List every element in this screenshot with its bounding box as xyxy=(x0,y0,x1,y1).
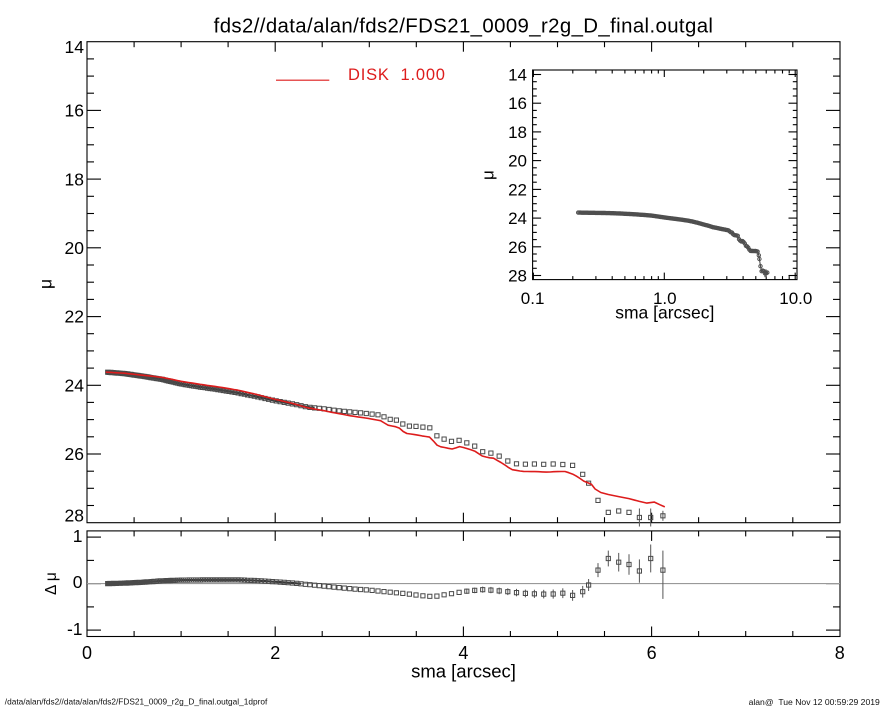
svg-text:6: 6 xyxy=(647,643,657,663)
svg-text:24: 24 xyxy=(65,375,85,395)
svg-text:22: 22 xyxy=(65,307,84,327)
svg-text:26: 26 xyxy=(65,444,84,464)
svg-text:1: 1 xyxy=(73,526,83,546)
svg-text:16: 16 xyxy=(65,101,84,121)
svg-text:16: 16 xyxy=(508,94,527,113)
svg-text:-1: -1 xyxy=(67,619,83,639)
svg-text:sma [arcsec]: sma [arcsec] xyxy=(615,303,714,323)
svg-text:14: 14 xyxy=(508,66,527,85)
svg-text:μ: μ xyxy=(36,279,56,289)
svg-text:μ: μ xyxy=(479,170,498,180)
svg-text:fds2//data/alan/fds2/FDS21_000: fds2//data/alan/fds2/FDS21_0009_r2g_D_fi… xyxy=(214,16,714,38)
svg-text:alan@ Tue Nov 12 00:59:29 201: alan@ Tue Nov 12 00:59:29 2019 xyxy=(749,697,880,707)
svg-text:Δ μ: Δ μ xyxy=(43,572,60,595)
svg-text:18: 18 xyxy=(508,123,527,142)
svg-text:DISK 1.000: DISK 1.000 xyxy=(348,66,446,84)
svg-text:8: 8 xyxy=(835,643,845,663)
svg-text:18: 18 xyxy=(65,169,84,189)
svg-text:28: 28 xyxy=(65,506,84,526)
svg-text:0.1: 0.1 xyxy=(521,289,545,308)
svg-text:sma [arcsec]: sma [arcsec] xyxy=(411,661,516,682)
svg-text:20: 20 xyxy=(65,238,85,258)
svg-text:1.0: 1.0 xyxy=(653,289,677,308)
svg-text:0: 0 xyxy=(73,572,83,592)
svg-text:10.0: 10.0 xyxy=(779,289,812,308)
svg-text:/data/alan/fds2//data/alan/fds: /data/alan/fds2//data/alan/fds2/FDS21_00… xyxy=(5,697,268,707)
svg-text:2: 2 xyxy=(270,643,280,663)
svg-text:4: 4 xyxy=(458,643,468,663)
svg-text:22: 22 xyxy=(508,180,527,199)
svg-text:28: 28 xyxy=(508,267,527,286)
svg-text:26: 26 xyxy=(508,238,527,257)
svg-text:0: 0 xyxy=(82,643,92,663)
svg-text:14: 14 xyxy=(65,37,85,57)
svg-text:20: 20 xyxy=(508,152,527,171)
svg-text:24: 24 xyxy=(508,209,527,228)
